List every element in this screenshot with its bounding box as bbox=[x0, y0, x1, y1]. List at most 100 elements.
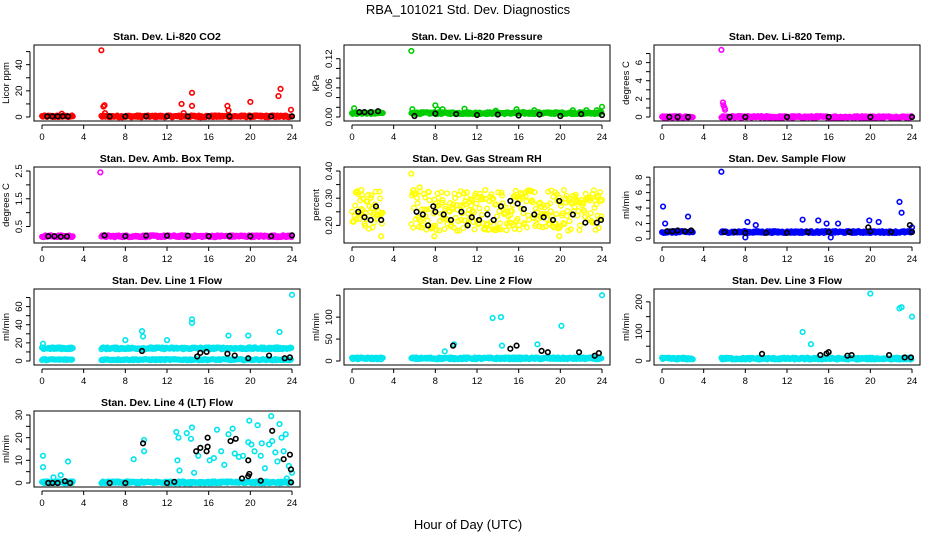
data-point bbox=[556, 233, 563, 240]
x-tick-label: 4 bbox=[391, 132, 396, 143]
y-tick-label: 0 bbox=[634, 114, 645, 119]
x-tick-label: 0 bbox=[349, 132, 354, 143]
data-point bbox=[265, 441, 273, 448]
x-tick-label: 4 bbox=[81, 498, 86, 509]
data-point bbox=[490, 195, 497, 202]
hourly-mean-point bbox=[101, 232, 108, 239]
plot-frame bbox=[343, 288, 611, 366]
panel-title: Stan. Dev. Sample Flow bbox=[728, 153, 846, 165]
plot-frame bbox=[33, 288, 301, 366]
x-tick-label: 20 bbox=[555, 132, 566, 143]
data-point bbox=[866, 217, 873, 224]
data-point bbox=[422, 194, 429, 201]
x-tick-label: 24 bbox=[287, 132, 298, 143]
data-point bbox=[188, 102, 196, 109]
data-point bbox=[261, 465, 269, 472]
hourly-mean-point bbox=[57, 233, 64, 240]
x-tick-label: 12 bbox=[162, 254, 173, 265]
data-point bbox=[175, 434, 182, 441]
hourly-mean-point bbox=[507, 197, 514, 205]
data-point bbox=[213, 426, 221, 433]
data-point bbox=[898, 209, 905, 216]
data-point bbox=[173, 428, 180, 436]
data-point bbox=[536, 223, 543, 230]
data-point bbox=[497, 314, 505, 321]
data-point bbox=[277, 85, 284, 92]
hourly-mean-point bbox=[269, 427, 276, 434]
data-point bbox=[534, 341, 541, 348]
y-tick-label: 0.20 bbox=[324, 216, 335, 235]
hourly-mean-point bbox=[257, 477, 264, 484]
hourly-mean-point bbox=[513, 342, 520, 349]
x-tick-label: 0 bbox=[659, 132, 664, 143]
hourly-mean-point bbox=[597, 216, 605, 224]
data-point bbox=[498, 342, 506, 349]
hourly-mean-point bbox=[578, 110, 585, 118]
x-tick-label: 8 bbox=[433, 132, 438, 143]
hourly-mean-point bbox=[497, 203, 505, 210]
hourly-mean-point bbox=[367, 216, 374, 224]
data-point bbox=[497, 220, 504, 227]
hourly-mean-point bbox=[538, 347, 545, 355]
hourly-mean-point bbox=[247, 233, 254, 240]
data-point bbox=[269, 437, 276, 445]
data-point bbox=[744, 218, 751, 226]
hourly-mean-point bbox=[681, 228, 689, 235]
panel-7: Stan. Dev. Line 1 Flow ml/min 0 4 8 12 16 20 24 0… bbox=[1, 275, 301, 387]
data-point bbox=[516, 226, 523, 233]
data-point bbox=[414, 200, 421, 207]
y-tick-label: 0 bbox=[14, 358, 25, 363]
hourly-mean-point bbox=[54, 479, 61, 487]
hourly-mean-point bbox=[204, 443, 211, 450]
panel-title: Stan. Dev. Line 3 Flow bbox=[732, 275, 843, 287]
data-point bbox=[258, 440, 265, 447]
y-axis-label: ml/min bbox=[621, 191, 632, 219]
hourly-mean-point bbox=[593, 219, 600, 226]
data-point bbox=[246, 417, 253, 424]
hourly-mean-point bbox=[575, 349, 583, 356]
data-point bbox=[718, 168, 725, 175]
data-point bbox=[583, 107, 590, 114]
data-point bbox=[553, 210, 560, 217]
x-tick-label: 4 bbox=[701, 376, 706, 387]
data-point bbox=[282, 431, 289, 438]
x-tick-label: 0 bbox=[659, 376, 664, 387]
y-tick-label: 0.30 bbox=[324, 189, 335, 208]
data-point bbox=[287, 106, 295, 113]
panel-title: Stan. Dev. Line 2 Flow bbox=[422, 275, 533, 287]
hourly-mean-point bbox=[171, 478, 178, 485]
hourly-mean-point bbox=[106, 479, 113, 487]
data-point bbox=[514, 215, 521, 222]
data-point bbox=[479, 196, 486, 203]
data-point bbox=[896, 198, 903, 206]
hourly-mean-point bbox=[468, 214, 475, 221]
hourly-mean-point bbox=[825, 228, 832, 236]
data-point bbox=[569, 107, 576, 114]
x-tick-label: 12 bbox=[472, 132, 483, 143]
hourly-mean-point bbox=[238, 475, 246, 482]
data-point bbox=[421, 206, 428, 213]
x-tick-label: 4 bbox=[81, 132, 86, 143]
data-point bbox=[572, 191, 579, 198]
figure-title: RBA_101021 Std. Dev. Diagnostics bbox=[365, 2, 571, 17]
data-point bbox=[50, 474, 57, 481]
data-point bbox=[561, 220, 568, 227]
data-point bbox=[276, 328, 283, 336]
data-point bbox=[477, 190, 484, 197]
hourly-mean-point bbox=[424, 222, 432, 229]
hourly-mean-point bbox=[684, 113, 692, 121]
hourly-mean-point bbox=[846, 228, 853, 236]
hourly-mean-point bbox=[163, 479, 171, 487]
data-point bbox=[379, 354, 386, 361]
hourly-mean-point bbox=[204, 434, 211, 441]
data-point bbox=[482, 186, 489, 194]
x-tick-label: 20 bbox=[245, 132, 256, 143]
data-point bbox=[531, 107, 538, 114]
data-point bbox=[662, 220, 669, 227]
hourly-mean-point bbox=[143, 232, 150, 239]
hourly-mean-point bbox=[139, 440, 147, 447]
data-point bbox=[419, 222, 426, 229]
hourly-mean-point bbox=[163, 232, 171, 239]
hourly-mean-point bbox=[449, 342, 457, 349]
data-point bbox=[566, 218, 573, 225]
